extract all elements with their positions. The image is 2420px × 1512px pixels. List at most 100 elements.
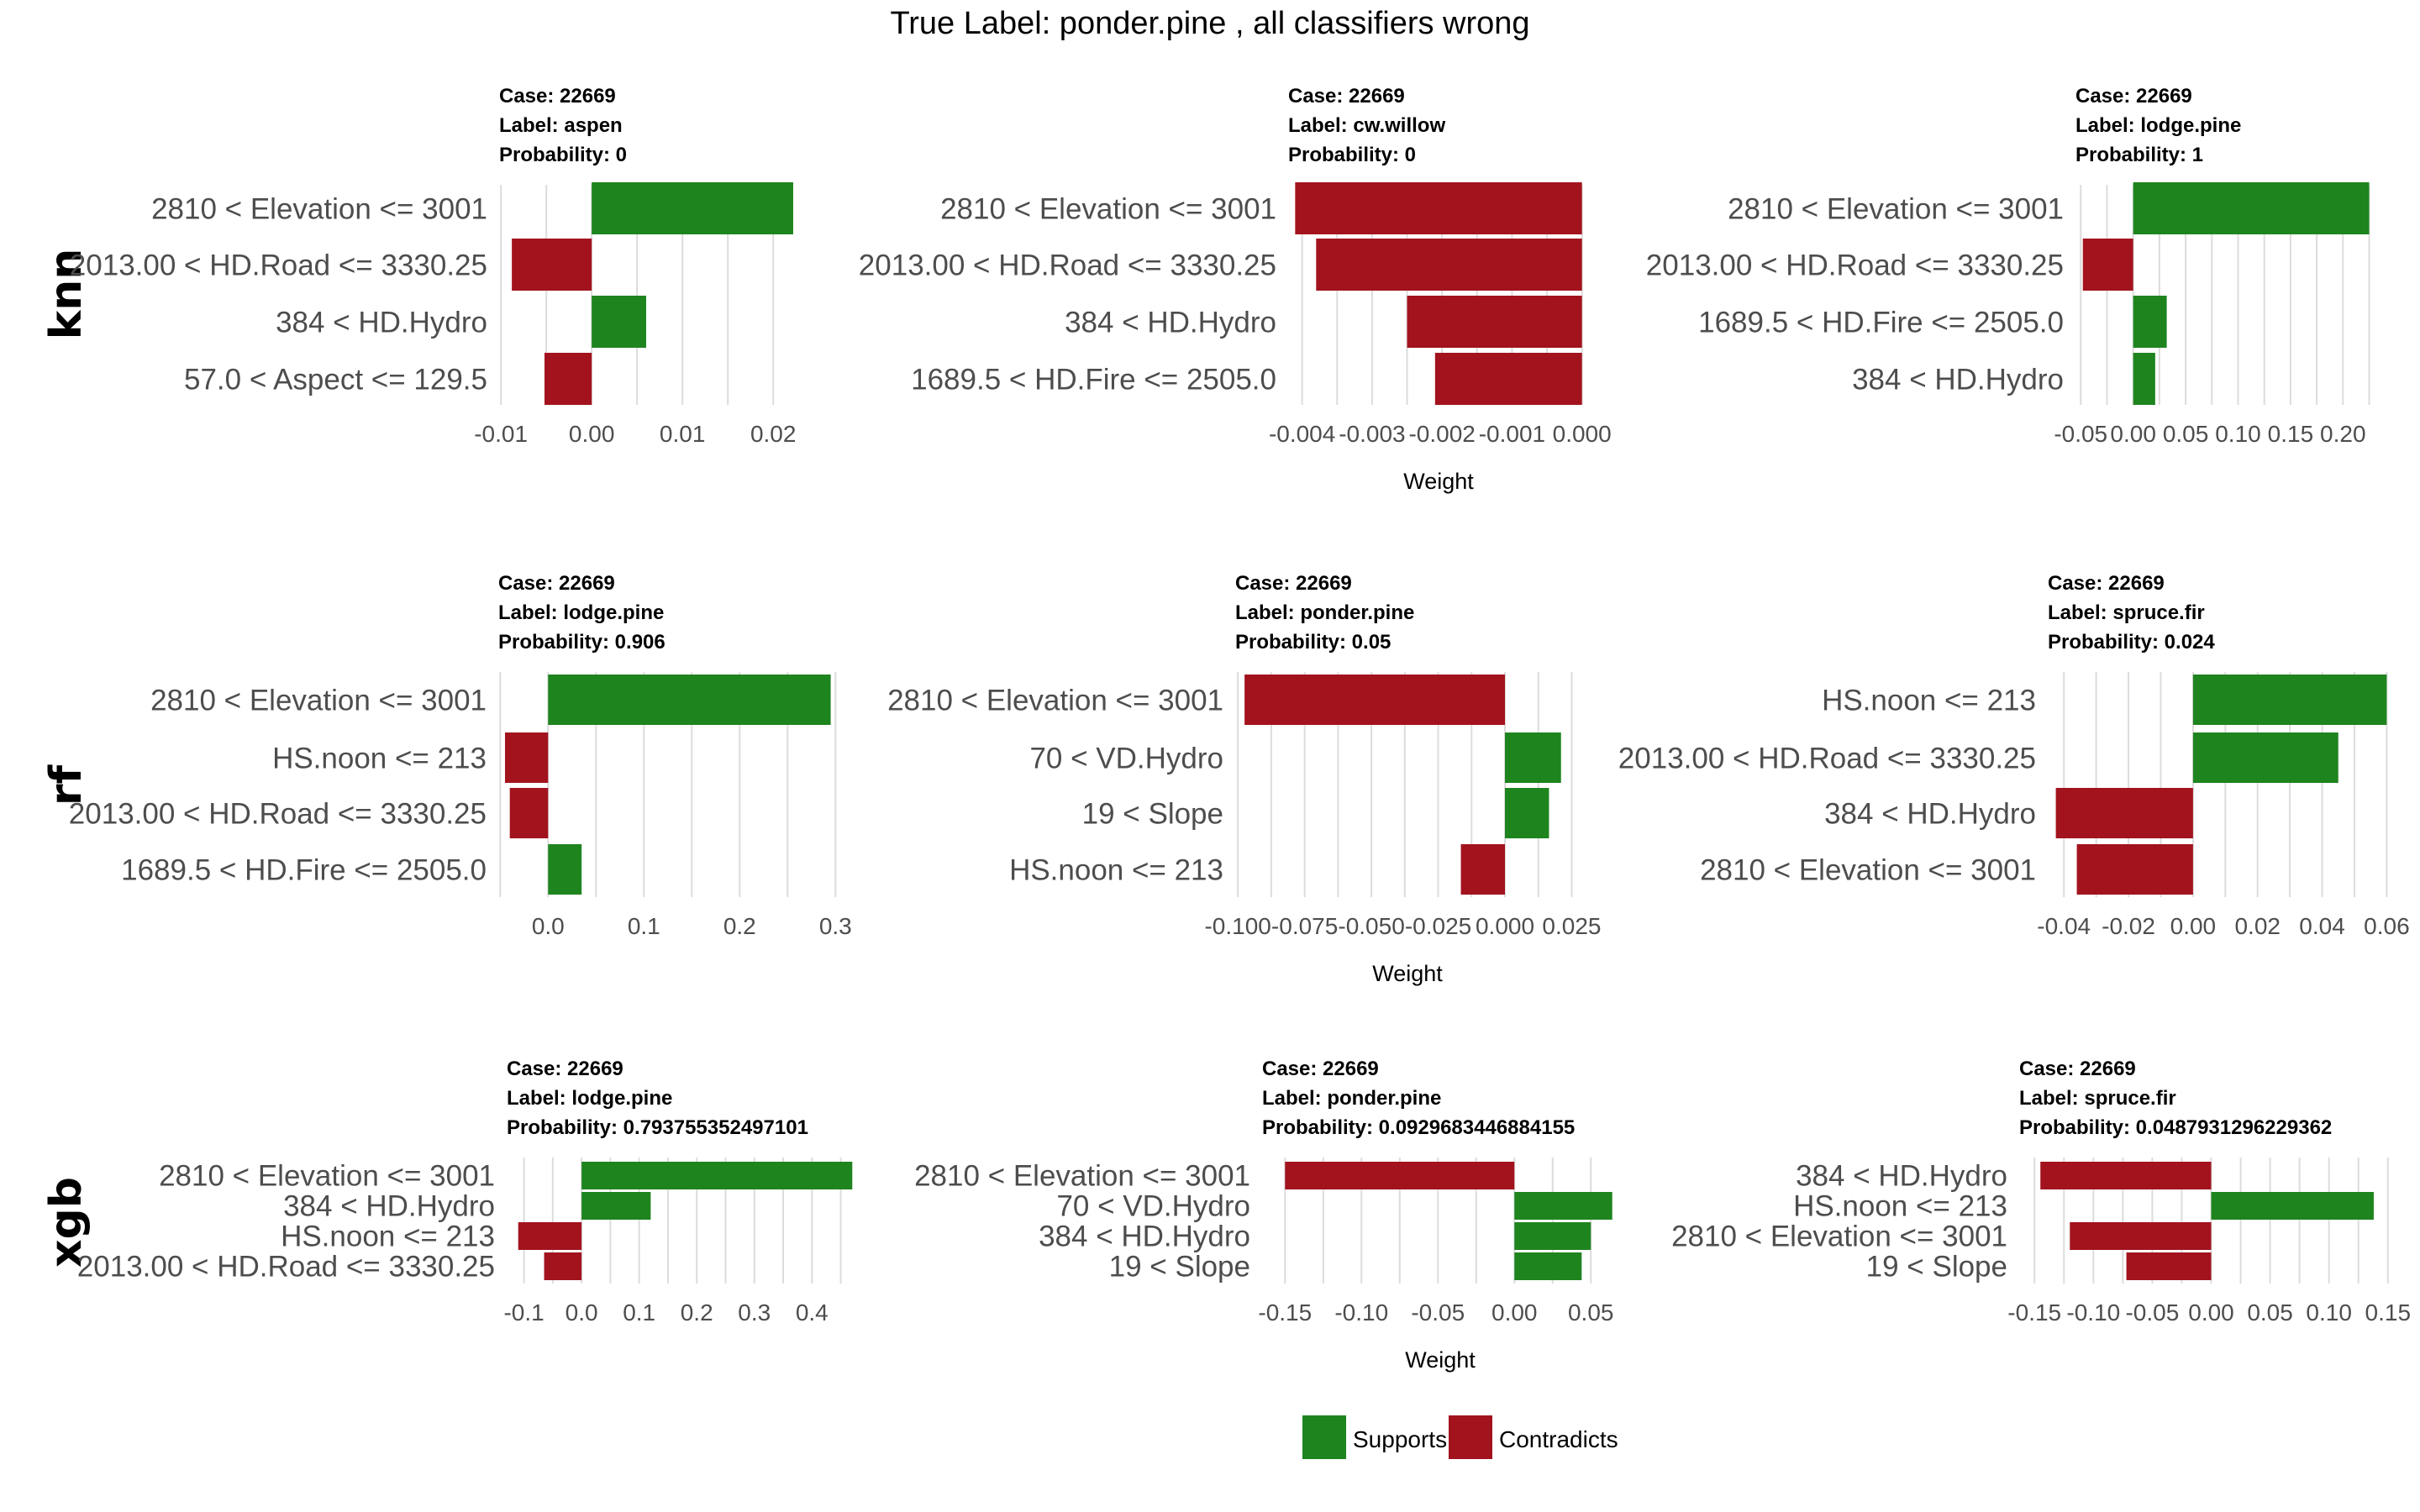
- x-tick-label: 0.0: [566, 1299, 598, 1326]
- bar: [2211, 1192, 2374, 1220]
- panel-case: Case: 22669: [507, 1058, 623, 1080]
- x-tick-label: 0.00: [2188, 1299, 2234, 1326]
- panel-probability: Probability: 1: [2075, 144, 2203, 166]
- bar: [2133, 296, 2167, 348]
- x-tick-label: -0.15: [2007, 1299, 2061, 1326]
- panel-case: Case: 22669: [2075, 85, 2192, 108]
- x-tick-label: 0.1: [623, 1299, 655, 1326]
- panel-rf-1: Case: 22669 Label: lodge.pine Probability:…: [69, 572, 852, 939]
- panel-rf-2: Case: 22669 Label: ponder.pine Probability…: [887, 572, 1601, 986]
- x-tick-label: 0.00: [1491, 1299, 1538, 1326]
- feature-label: 384 < HD.Hydro: [283, 1189, 495, 1222]
- x-tick-label: -0.02: [2102, 913, 2155, 939]
- panel-case: Case: 22669: [2048, 572, 2165, 595]
- feature-label: 384 < HD.Hydro: [1065, 307, 1276, 339]
- x-axis-title: Weight: [1405, 1347, 1476, 1373]
- legend-swatch-contradicts: [1449, 1415, 1492, 1459]
- panel-probability: Probability: 0.0487931296229362: [2019, 1116, 2332, 1139]
- x-tick-label: -0.075: [1271, 913, 1338, 939]
- feature-label: 2810 < Elevation <= 3001: [1700, 854, 2036, 887]
- x-tick-label: -0.04: [2037, 913, 2091, 939]
- bar: [1514, 1252, 1582, 1280]
- x-tick-label: -0.002: [1408, 421, 1475, 447]
- x-axis-title: Weight: [1403, 469, 1474, 494]
- panel-label: Label: ponder.pine: [1235, 601, 1414, 624]
- bar: [1295, 182, 1582, 234]
- x-tick-label: 0.000: [1476, 913, 1534, 939]
- bar: [2055, 788, 2193, 838]
- panel-rf-3: Case: 22669 Label: spruce.fir Probability:…: [1618, 572, 2410, 939]
- panel-xgb-3: Case: 22669 Label: spruce.fir Probability:…: [1671, 1058, 2411, 1326]
- x-tick-label: -0.025: [1405, 913, 1471, 939]
- bar: [512, 239, 592, 291]
- feature-label: 2810 < Elevation <= 3001: [940, 193, 1276, 226]
- feature-label: 384 < HD.Hydro: [1796, 1159, 2007, 1192]
- panel-label: Label: ponder.pine: [1262, 1087, 1441, 1110]
- bar: [1285, 1162, 1515, 1189]
- feature-label: 2013.00 < HD.Road <= 3330.25: [70, 249, 487, 282]
- feature-label: 2810 < Elevation <= 3001: [1728, 193, 2064, 226]
- row-label-rf: rf: [41, 764, 92, 806]
- x-tick-label: -0.100: [1204, 913, 1270, 939]
- feature-label: 2810 < Elevation <= 3001: [887, 685, 1223, 717]
- bar: [2126, 1252, 2212, 1280]
- bar: [1514, 1222, 1591, 1250]
- x-tick-label: 0.2: [681, 1299, 713, 1326]
- x-tick-label: 0.10: [2215, 421, 2261, 447]
- panel-probability: Probability: 0.0929683446884155: [1262, 1116, 1575, 1139]
- bar: [581, 1192, 651, 1220]
- x-tick-label: -0.15: [1258, 1299, 1312, 1326]
- x-tick-label: -0.01: [474, 421, 528, 447]
- bar: [2070, 1222, 2212, 1250]
- feature-label: HS.noon <= 213: [1009, 854, 1223, 887]
- x-tick-label: 0.3: [819, 913, 852, 939]
- panel-case: Case: 22669: [1235, 572, 1352, 595]
- x-tick-label: 0.00: [569, 421, 615, 447]
- bar: [544, 1252, 582, 1280]
- legend-swatch-supports: [1302, 1415, 1346, 1459]
- bar: [518, 1222, 582, 1250]
- bar: [592, 296, 646, 348]
- legend-label-contradicts: Contradicts: [1499, 1426, 1618, 1452]
- legend-label-supports: Supports: [1353, 1426, 1447, 1452]
- bar: [1505, 788, 1549, 838]
- x-tick-label: -0.10: [1334, 1299, 1388, 1326]
- row-label-knn: knn: [41, 249, 92, 340]
- feature-label: 1689.5 < HD.Fire <= 2505.0: [1698, 307, 2064, 339]
- feature-label: 2810 < Elevation <= 3001: [159, 1159, 495, 1192]
- x-tick-label: 0.15: [2365, 1299, 2412, 1326]
- panel-knn-2: Case: 22669 Label: cw.willow Probability: …: [859, 85, 1612, 494]
- x-tick-label: 0.05: [2163, 421, 2209, 447]
- panel-probability: Probability: 0.05: [1235, 631, 1391, 654]
- panel-label: Label: aspen: [499, 114, 623, 137]
- feature-label: 19 < Slope: [1866, 1250, 2007, 1283]
- x-tick-label: -0.05: [2054, 421, 2107, 447]
- panel-probability: Probability: 0: [1288, 144, 1416, 166]
- x-tick-label: -0.05: [1411, 1299, 1465, 1326]
- bar: [1460, 844, 1506, 895]
- panel-xgb-1: Case: 22669 Label: lodge.pine Probability:…: [77, 1058, 853, 1326]
- x-tick-label: -0.10: [2066, 1299, 2120, 1326]
- x-tick-label: -0.003: [1339, 421, 1405, 447]
- feature-label: HS.noon <= 213: [1793, 1189, 2007, 1222]
- x-tick-label: 0.00: [2170, 913, 2217, 939]
- feature-label: 19 < Slope: [1082, 798, 1223, 831]
- feature-label: 2013.00 < HD.Road <= 3330.25: [859, 249, 1276, 282]
- panel-case: Case: 22669: [1288, 85, 1405, 108]
- bar: [2076, 844, 2193, 895]
- bar: [504, 732, 549, 783]
- feature-label: 2810 < Elevation <= 3001: [151, 193, 487, 226]
- feature-label: 1689.5 < HD.Fire <= 2505.0: [911, 364, 1276, 396]
- x-tick-label: 0.01: [660, 421, 706, 447]
- x-tick-label: 0.4: [796, 1299, 829, 1326]
- panel-label: Label: spruce.fir: [2048, 601, 2205, 624]
- x-tick-label: 0.05: [1568, 1299, 1614, 1326]
- x-tick-label: 0.02: [750, 421, 797, 447]
- legend: Supports Contradicts: [1302, 1415, 1618, 1459]
- bar: [592, 182, 793, 234]
- feature-label: 1689.5 < HD.Fire <= 2505.0: [121, 854, 487, 887]
- feature-label: 2013.00 < HD.Road <= 3330.25: [1646, 249, 2064, 282]
- feature-label: 384 < HD.Hydro: [1039, 1220, 1250, 1252]
- x-tick-label: -0.05: [2125, 1299, 2179, 1326]
- bar: [1514, 1192, 1612, 1220]
